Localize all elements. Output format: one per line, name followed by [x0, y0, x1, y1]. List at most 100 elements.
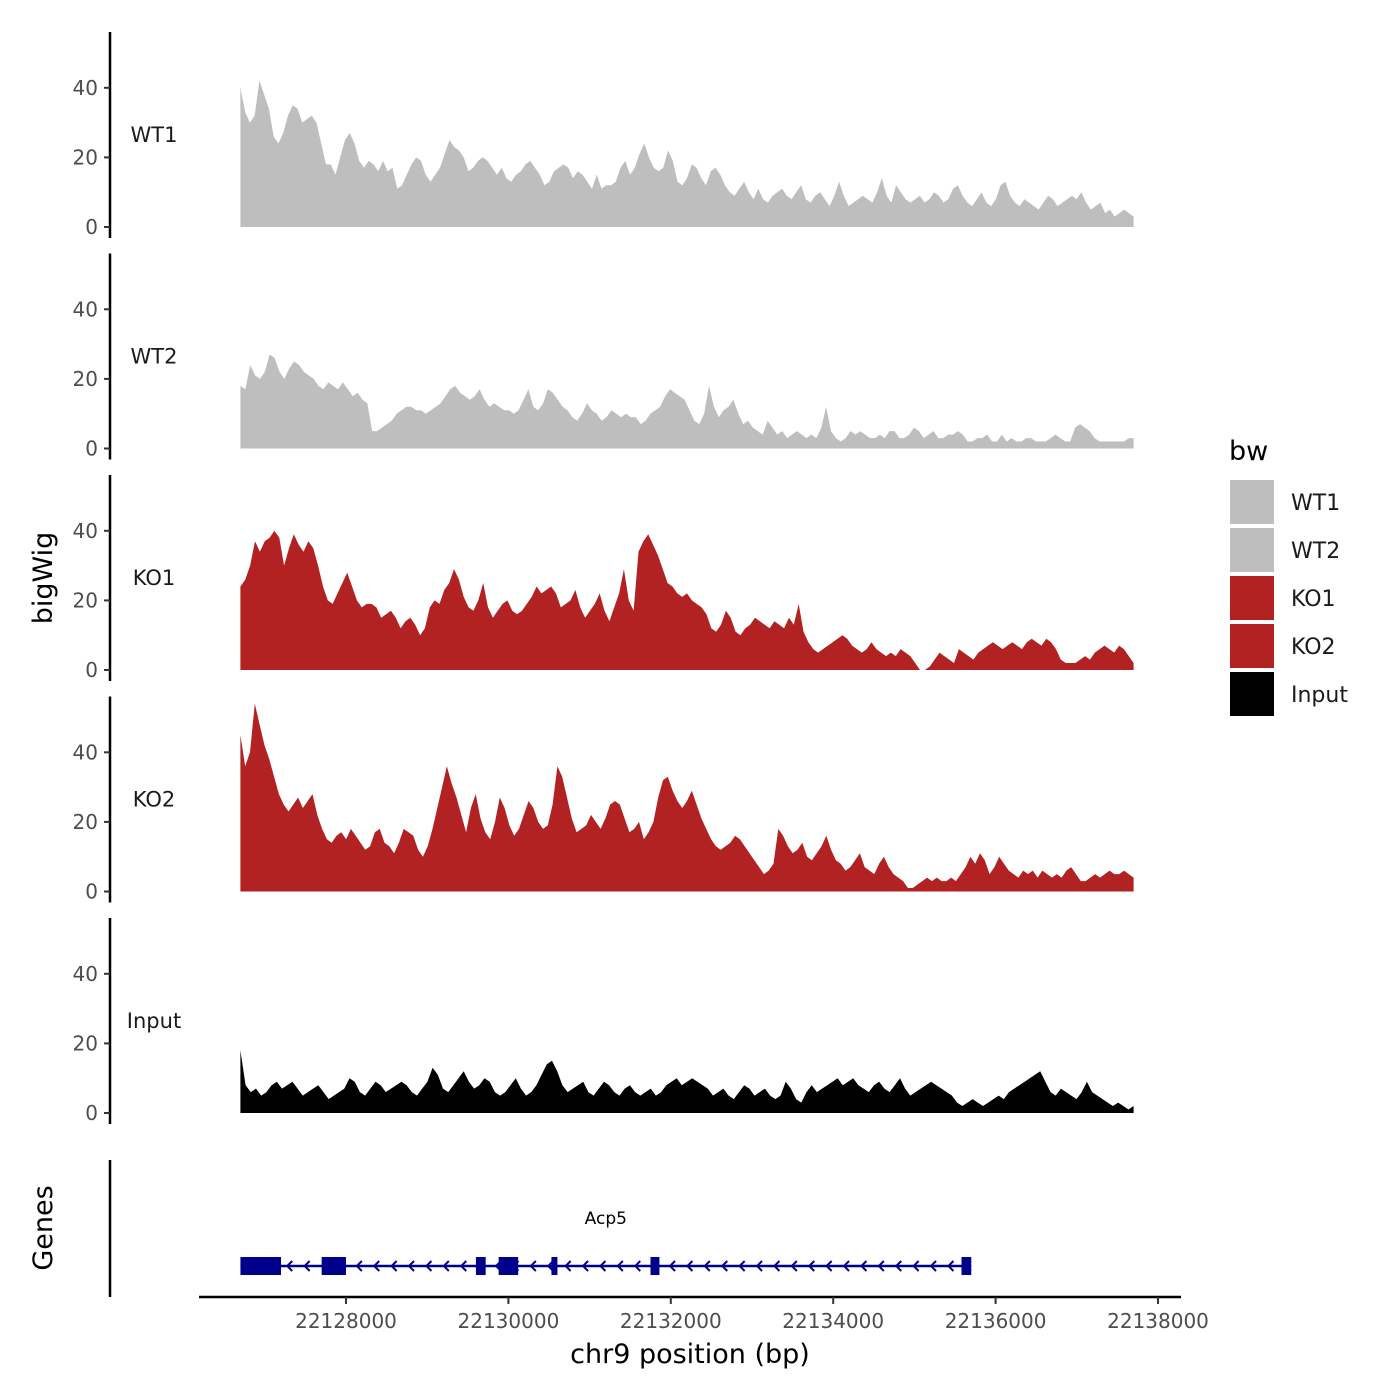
exon — [321, 1257, 346, 1275]
strand-arrow — [703, 1260, 711, 1272]
track-wt2: 0 20 40 WT2 — [73, 253, 1134, 461]
signal-area-input — [240, 1050, 1134, 1113]
legend-label-ko1: KO1 — [1291, 587, 1336, 612]
strand-arrow — [912, 1260, 920, 1272]
y-tick-label: 40 — [73, 962, 98, 986]
y-tick-label: 40 — [73, 740, 98, 764]
y-tick-label: 40 — [73, 519, 98, 543]
signal-tracks: 0 20 40 WT1 0 20 40 WT2 0 20 40 KO1 0 20 40 KO2 0 20 40 Inp… — [73, 32, 1134, 1125]
legend-label-input: Input — [1291, 683, 1348, 708]
y-tick-label: 20 — [73, 810, 98, 834]
strand-arrow — [738, 1260, 746, 1272]
strand-arrow — [755, 1260, 763, 1272]
legend-label-ko2: KO2 — [1291, 635, 1336, 660]
track-label-ko1: KO1 — [133, 566, 176, 590]
y-tick-label: 0 — [85, 658, 98, 682]
x-axis-title: chr9 position (bp) — [570, 1339, 810, 1370]
legend-item-wt1: WT1 — [1230, 480, 1340, 524]
strand-arrow — [616, 1260, 624, 1272]
legend-title: bw — [1229, 436, 1268, 467]
track-ko1: 0 20 40 KO1 — [73, 475, 1134, 682]
signal-area-wt1 — [240, 80, 1134, 227]
strand-arrow — [459, 1260, 467, 1272]
legend-key-ko2 — [1230, 624, 1274, 668]
track-ko2: 0 20 40 KO2 — [73, 696, 1134, 904]
y-tick-label: 0 — [85, 215, 98, 239]
strand-arrow — [285, 1260, 293, 1272]
legend-key-ko1 — [1230, 576, 1274, 620]
strand-arrow — [390, 1260, 398, 1272]
track-input: 0 20 40 Input — [73, 918, 1134, 1125]
exon — [961, 1257, 972, 1275]
x-tick-label: 22134000 — [782, 1309, 884, 1333]
strand-arrow — [825, 1260, 833, 1272]
gene-label-acp5: Acp5 — [585, 1209, 627, 1229]
legend-item-ko2: KO2 — [1230, 624, 1336, 668]
strand-arrow — [860, 1260, 868, 1272]
track-label-ko2: KO2 — [133, 788, 176, 812]
strand-arrow — [877, 1260, 885, 1272]
strand-arrow — [686, 1260, 694, 1272]
exon — [551, 1257, 558, 1275]
strand-arrow — [773, 1260, 781, 1272]
x-tick-label: 22130000 — [458, 1309, 560, 1333]
y-tick-label: 40 — [73, 76, 98, 100]
legend: bw WT1 WT2 KO1 KO2 Input — [1229, 436, 1348, 716]
y-tick-label: 0 — [85, 437, 98, 461]
strand-arrow — [599, 1260, 607, 1272]
genes-track-label: Genes — [28, 1185, 59, 1270]
x-tick-label: 22138000 — [1107, 1309, 1209, 1333]
strand-arrow — [303, 1260, 311, 1272]
legend-label-wt1: WT1 — [1291, 491, 1340, 516]
x-tick-label: 22136000 — [945, 1309, 1047, 1333]
track-label-input: Input — [127, 1009, 181, 1033]
legend-key-input — [1230, 672, 1274, 716]
x-tick-label: 22128000 — [295, 1309, 397, 1333]
exon — [240, 1257, 282, 1275]
x-axis: 22128000 22130000 22132000 22134000 22136000… — [199, 1295, 1209, 1370]
x-tick-label: 22132000 — [620, 1309, 722, 1333]
y-tick-label: 0 — [85, 1101, 98, 1125]
legend-label-wt2: WT2 — [1291, 539, 1340, 564]
legend-item-wt2: WT2 — [1230, 528, 1340, 572]
signal-area-ko2 — [240, 703, 1134, 892]
gene-model — [240, 1257, 972, 1275]
strand-arrow — [720, 1260, 728, 1272]
strand-arrow — [790, 1260, 798, 1272]
exon — [498, 1257, 519, 1275]
y-tick-label: 20 — [73, 367, 98, 391]
strand-arrow — [425, 1260, 433, 1272]
strand-arrow — [581, 1260, 589, 1272]
strand-arrow — [842, 1260, 850, 1272]
x-ticks: 22128000 22130000 22132000 22134000 22136000… — [295, 1297, 1209, 1333]
y-tick-label: 20 — [73, 588, 98, 612]
strand-arrow — [564, 1260, 572, 1272]
signal-area-ko1 — [240, 530, 1134, 670]
strand-arrow — [407, 1260, 415, 1272]
strand-arrow — [807, 1260, 815, 1272]
legend-item-input: Input — [1230, 672, 1348, 716]
legend-items: WT1 WT2 KO1 KO2 Input — [1230, 480, 1348, 716]
legend-key-wt2 — [1230, 528, 1274, 572]
strand-arrow — [442, 1260, 450, 1272]
strand-arrow — [947, 1260, 955, 1272]
y-axis-title: bigWig — [28, 532, 59, 625]
y-tick-label: 20 — [73, 145, 98, 169]
strand-arrow — [372, 1260, 380, 1272]
strand-arrow — [668, 1260, 676, 1272]
legend-item-ko1: KO1 — [1230, 576, 1336, 620]
exon — [650, 1257, 660, 1275]
legend-key-wt1 — [1230, 480, 1274, 524]
signal-area-wt2 — [240, 354, 1134, 449]
exon — [475, 1257, 486, 1275]
y-tick-label: 40 — [73, 297, 98, 321]
genes-track: Genes Acp5 — [28, 1160, 972, 1297]
track-wt1: 0 20 40 WT1 — [73, 32, 1134, 239]
y-tick-label: 0 — [85, 880, 98, 904]
y-tick-label: 20 — [73, 1031, 98, 1055]
track-label-wt1: WT1 — [131, 123, 178, 147]
strand-arrow — [529, 1260, 537, 1272]
strand-arrow — [633, 1260, 641, 1272]
strand-arrow — [929, 1260, 937, 1272]
